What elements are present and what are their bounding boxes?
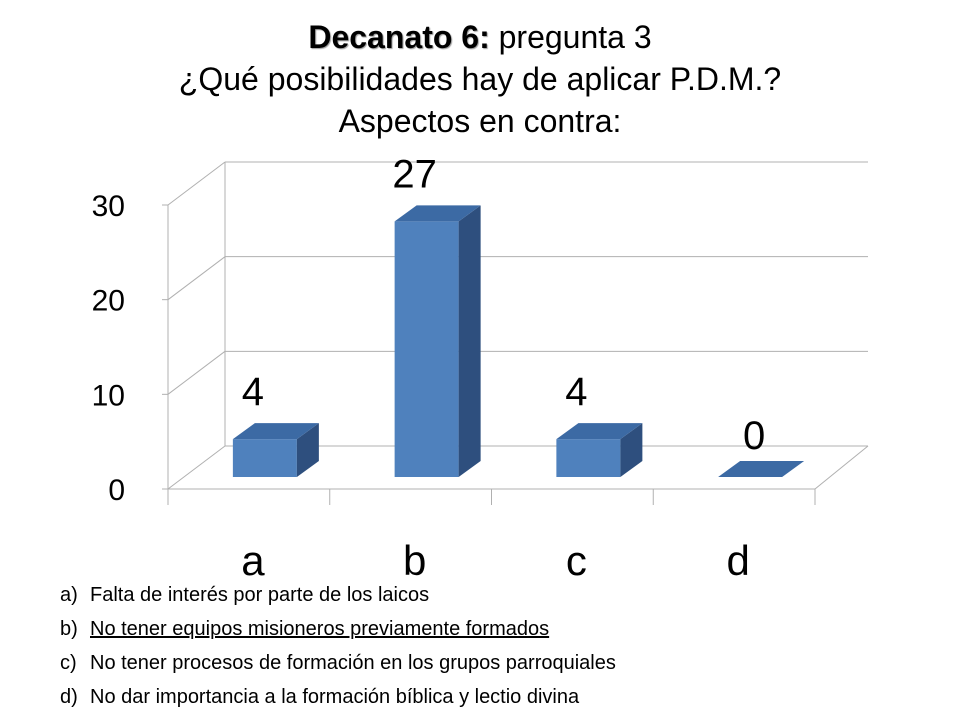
legend-text: No tener procesos de formación en los gr… xyxy=(90,652,616,674)
title-bold: Decanato 6: xyxy=(308,19,490,55)
legend-key: c) xyxy=(60,652,77,674)
data-label-c: 4 xyxy=(565,370,587,414)
x-tick-label-d: d xyxy=(726,537,749,584)
bar-a-side xyxy=(296,423,319,477)
bar-c-top xyxy=(556,423,643,440)
x-tick-label-b: b xyxy=(403,537,426,584)
legend-text: Falta de interés por parte de los laicos xyxy=(90,584,430,606)
bar-c-front xyxy=(556,439,621,477)
legend-key: d) xyxy=(60,686,78,708)
bar-a-front xyxy=(232,439,297,477)
legend-item-a: a) Falta de interés por parte de los laic… xyxy=(60,578,940,612)
x-tick-label-c: c xyxy=(566,537,587,584)
bar-d-top xyxy=(718,461,805,477)
y-tick-label: 20 xyxy=(92,285,125,318)
data-label-a: 4 xyxy=(242,370,264,414)
bar-b-side xyxy=(458,205,481,477)
title-line-1: Decanato 6: pregunta 3 xyxy=(0,16,960,58)
legend-item-b: b) No tener equipos misioneros previament… xyxy=(60,612,940,646)
legend-list: a) Falta de interés por parte de los laic… xyxy=(60,578,940,714)
title-rest: pregunta 3 xyxy=(489,19,652,55)
gridline-depth xyxy=(167,350,226,395)
y-tick-label: 0 xyxy=(108,474,125,507)
y-tick-label: 10 xyxy=(92,379,125,412)
legend-text: No tener equipos misioneros previamente … xyxy=(90,618,550,640)
gridline-depth xyxy=(167,445,226,490)
y-tick-label: 30 xyxy=(92,190,125,223)
legend-item-d: d) No dar importancia a la formación bíbl… xyxy=(60,680,940,714)
data-label-b: 27 xyxy=(392,152,437,196)
bar-b-front xyxy=(394,221,459,477)
x-tick-label-a: a xyxy=(241,537,265,584)
chart-title: Decanato 6: pregunta 3 ¿Qué posibilidade… xyxy=(0,16,960,142)
legend-key: b) xyxy=(60,618,78,640)
floor-side-edge xyxy=(814,445,869,490)
gridline-depth xyxy=(167,161,226,206)
bar-b-top xyxy=(394,205,481,222)
bar-c-side xyxy=(620,423,643,477)
title-line-3: Aspectos en contra: xyxy=(338,103,622,139)
data-label-d: 0 xyxy=(743,414,765,458)
gridline-depth xyxy=(167,256,226,301)
legend-item-c: c) No tener procesos de formación en los … xyxy=(60,646,940,680)
title-line-2: ¿Qué posibilidades hay de aplicar P.D.M.… xyxy=(178,61,782,97)
legend-key: a) xyxy=(60,584,78,606)
legend-text: No dar importancia a la formación bíblic… xyxy=(90,686,580,708)
bar-a-top xyxy=(232,423,319,440)
